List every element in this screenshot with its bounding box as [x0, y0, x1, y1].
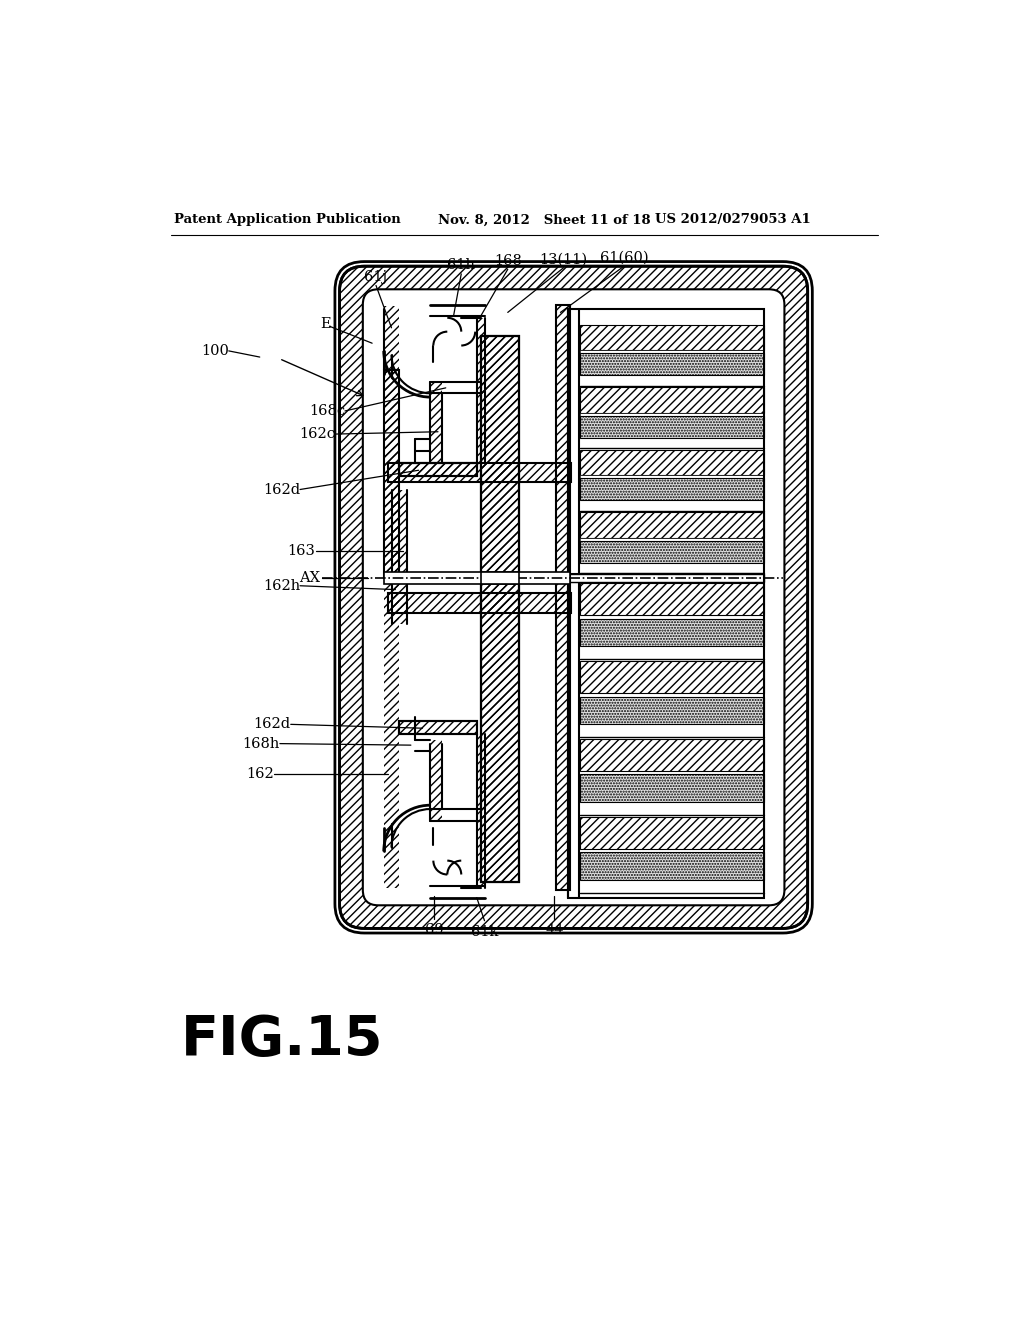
Bar [580, 775, 764, 801]
Text: 168h: 168h [243, 737, 280, 751]
Bar [430, 739, 442, 821]
Text: E: E [321, 317, 331, 331]
Text: US 2012/0279053 A1: US 2012/0279053 A1 [655, 214, 811, 227]
Bar [384, 370, 399, 578]
Bar [580, 539, 764, 541]
Text: 162d: 162d [254, 717, 291, 731]
Bar [384, 306, 399, 888]
Bar [580, 541, 764, 562]
Bar [568, 309, 764, 898]
Bar [391, 490, 407, 624]
Bar [580, 325, 764, 350]
Bar [556, 305, 569, 890]
Text: 61k: 61k [471, 924, 499, 939]
Text: 163: 163 [288, 544, 315, 558]
Bar [399, 462, 477, 477]
Bar [580, 660, 764, 693]
Bar [399, 721, 477, 734]
Bar [580, 450, 764, 475]
Text: FIG.15: FIG.15 [180, 1014, 383, 1067]
Bar [580, 413, 764, 416]
Text: 13(11): 13(11) [540, 252, 588, 267]
Bar [580, 619, 764, 645]
Text: 61h: 61h [447, 259, 475, 272]
Bar [580, 739, 764, 771]
Text: 61(60): 61(60) [600, 251, 648, 264]
Bar [580, 697, 764, 723]
Bar [480, 335, 519, 882]
Bar [580, 478, 764, 500]
Text: 162c: 162c [300, 428, 336, 441]
Bar [477, 318, 484, 462]
Text: 162h: 162h [263, 578, 300, 593]
Bar [580, 416, 764, 438]
Text: 100: 100 [201, 345, 228, 358]
FancyBboxPatch shape [362, 289, 784, 906]
Text: 168: 168 [494, 253, 521, 268]
Text: Patent Application Publication: Patent Application Publication [174, 214, 401, 227]
FancyBboxPatch shape [335, 261, 812, 933]
Bar [477, 734, 484, 888]
Bar [430, 381, 442, 462]
Bar [399, 721, 477, 734]
Bar [580, 512, 764, 539]
Bar [568, 574, 764, 582]
Bar [580, 350, 764, 354]
FancyBboxPatch shape [340, 267, 808, 928]
Bar [388, 462, 571, 482]
Text: Nov. 8, 2012   Sheet 11 of 18: Nov. 8, 2012 Sheet 11 of 18 [438, 214, 650, 227]
Bar [580, 853, 764, 879]
Text: 44: 44 [545, 923, 563, 937]
Text: 162: 162 [246, 767, 273, 781]
Bar [580, 354, 764, 375]
Bar [399, 462, 477, 477]
Bar [480, 335, 519, 882]
Text: 162d: 162d [263, 483, 300, 496]
Bar [388, 594, 571, 612]
Text: AX: AX [299, 572, 321, 585]
Bar [480, 572, 519, 585]
Text: 69: 69 [425, 923, 443, 937]
Bar [384, 572, 569, 585]
Bar [580, 582, 764, 615]
Bar [480, 335, 519, 882]
Text: 168c: 168c [309, 404, 345, 418]
Bar [580, 817, 764, 849]
Text: 61j: 61j [365, 269, 387, 284]
Bar [580, 387, 764, 413]
Bar [580, 475, 764, 478]
